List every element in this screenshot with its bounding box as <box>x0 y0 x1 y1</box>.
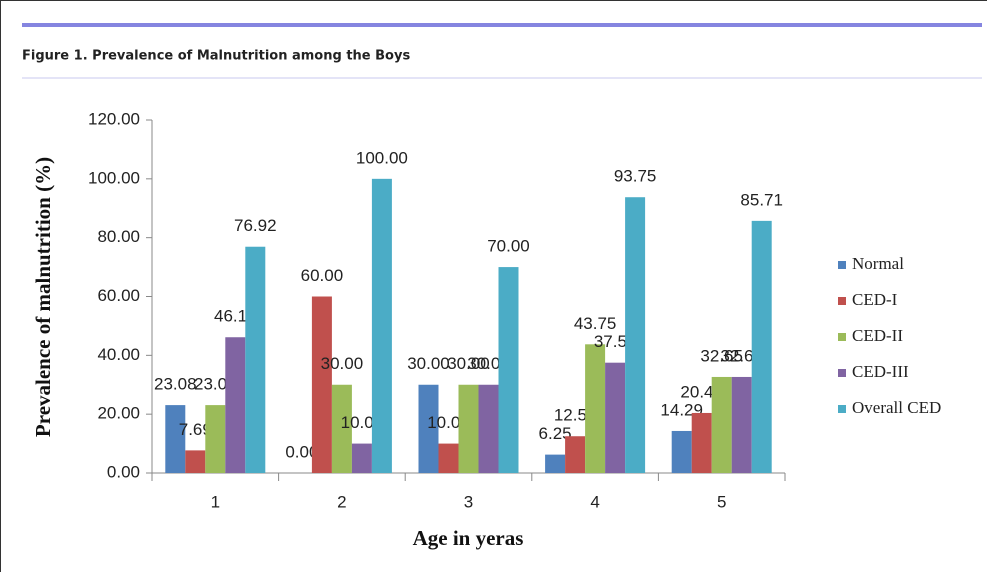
bar <box>751 220 772 473</box>
bar <box>565 436 586 473</box>
value-label: 60.00 <box>301 266 344 285</box>
value-label: 43.75 <box>574 314 617 333</box>
legend-swatch <box>838 369 846 377</box>
value-label: 85.71 <box>740 190 783 209</box>
value-label: 76.92 <box>234 216 277 235</box>
bar <box>418 384 439 473</box>
bar <box>245 246 266 473</box>
bar <box>545 454 566 473</box>
x-axis-title: Age in yeras <box>413 526 524 550</box>
value-label: 70.00 <box>487 237 530 256</box>
legend-label: CED-II <box>852 326 903 345</box>
x-tick-label: 1 <box>211 492 220 511</box>
value-label: 0.00 <box>285 442 318 461</box>
x-tick-label: 2 <box>337 492 346 511</box>
y-tick-label: 40.00 <box>97 345 140 364</box>
legend-swatch <box>838 405 846 413</box>
legend-label: Overall CED <box>852 398 941 417</box>
legend-label: CED-III <box>852 362 909 381</box>
top-rule <box>22 23 982 27</box>
bar <box>351 443 372 473</box>
legend-swatch <box>838 261 846 269</box>
bar <box>165 405 186 473</box>
value-label: 30.00 <box>407 354 450 373</box>
figure-caption: Figure 1. Prevalence of Malnutrition amo… <box>22 49 410 64</box>
bar <box>731 376 752 473</box>
value-label: 6.25 <box>539 424 572 443</box>
bar <box>691 412 712 473</box>
bar <box>671 430 692 473</box>
value-label: 93.75 <box>614 167 657 186</box>
y-tick-label: 0.00 <box>107 462 140 481</box>
value-label: 30.00 <box>321 354 364 373</box>
y-axis-title: Prevalence of malnutrition (%) <box>31 157 55 437</box>
value-label: 7.69 <box>179 420 212 439</box>
y-tick-label: 100.00 <box>88 168 140 187</box>
bar <box>625 197 646 473</box>
bar <box>478 384 499 473</box>
bar <box>438 443 459 473</box>
legend-label: Normal <box>852 254 904 273</box>
x-tick-label: 5 <box>717 492 726 511</box>
bar <box>585 344 606 473</box>
bar <box>331 384 352 473</box>
x-tick-label: 4 <box>590 492 599 511</box>
value-label: 100.00 <box>356 148 408 167</box>
value-label: 23.08 <box>154 375 197 394</box>
legend-label: CED-I <box>852 290 898 309</box>
bar <box>205 405 226 473</box>
bar <box>458 384 479 473</box>
bar <box>498 267 519 473</box>
value-label: 32.65 <box>700 346 743 365</box>
bar <box>711 376 732 473</box>
y-tick-label: 20.00 <box>97 404 140 423</box>
bar <box>185 450 206 473</box>
y-tick-label: 120.00 <box>88 109 140 128</box>
legend-swatch <box>838 297 846 305</box>
bar <box>311 296 332 473</box>
value-label: 30.00 <box>447 354 490 373</box>
legend-swatch <box>838 333 846 341</box>
bar <box>605 362 626 473</box>
bar <box>371 178 392 474</box>
y-tick-label: 60.00 <box>97 286 140 305</box>
y-tick-label: 80.00 <box>97 227 140 246</box>
x-tick-label: 3 <box>464 492 473 511</box>
bar <box>225 337 246 473</box>
